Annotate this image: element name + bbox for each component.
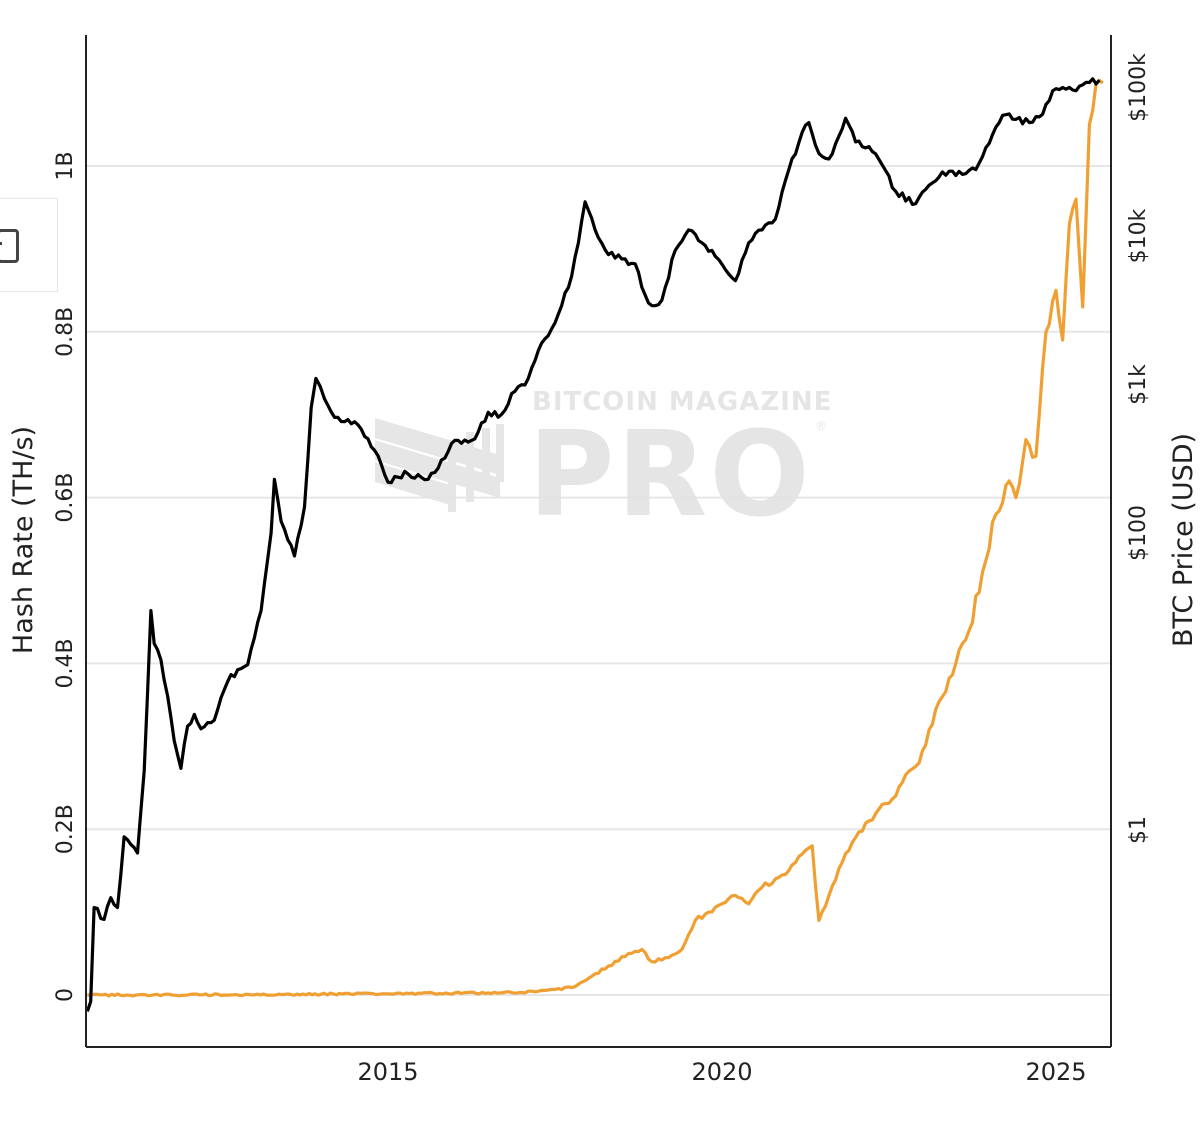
- right-y-tick-label: $1: [1126, 816, 1151, 844]
- watermark-line2: PRO: [528, 405, 812, 543]
- right-y-axis-ticks: $1 $100 $1k $10k $100k: [1126, 53, 1151, 844]
- x-tick-label: 2015: [357, 1058, 418, 1086]
- x-tick-label: 2020: [691, 1058, 752, 1086]
- right-y-axis-title: BTC Price (USD): [1168, 433, 1199, 647]
- x-tick-label: 2025: [1025, 1058, 1086, 1086]
- watermark-logo: BITCOIN MAGAZINE PRO ®: [375, 387, 832, 543]
- watermark-line1: BITCOIN MAGAZINE: [532, 387, 832, 417]
- x-axis-ticks: 2015 2020 2025: [357, 1058, 1086, 1086]
- left-y-tick-label: 1B: [53, 151, 78, 180]
- left-y-tick-label: 0.8B: [53, 307, 78, 357]
- panel-toggle-button[interactable]: [0, 198, 58, 292]
- panel-toggle-icon: [0, 229, 19, 263]
- left-y-axis-title: Hash Rate (TH/s): [8, 426, 39, 654]
- left-y-tick-label: 0.2B: [53, 804, 78, 854]
- btc-price-line: [85, 77, 1101, 1012]
- gridlines: [86, 165, 1111, 996]
- right-y-tick-label: $100k: [1126, 53, 1151, 122]
- left-y-tick-label: 0.4B: [53, 638, 78, 688]
- watermark-registered: ®: [815, 419, 827, 433]
- right-y-tick-label: $10k: [1126, 208, 1151, 263]
- series-lines: [85, 77, 1104, 1012]
- left-y-tick-label: 0: [53, 988, 78, 1002]
- left-y-axis-ticks: 0 0.2B 0.4B 0.6B 0.8B 1B: [53, 151, 78, 1002]
- left-y-tick-label: 0.6B: [53, 473, 78, 523]
- right-y-tick-label: $100: [1126, 505, 1151, 561]
- hash-rate-line: [87, 78, 1104, 998]
- right-y-tick-label: $1k: [1126, 364, 1151, 405]
